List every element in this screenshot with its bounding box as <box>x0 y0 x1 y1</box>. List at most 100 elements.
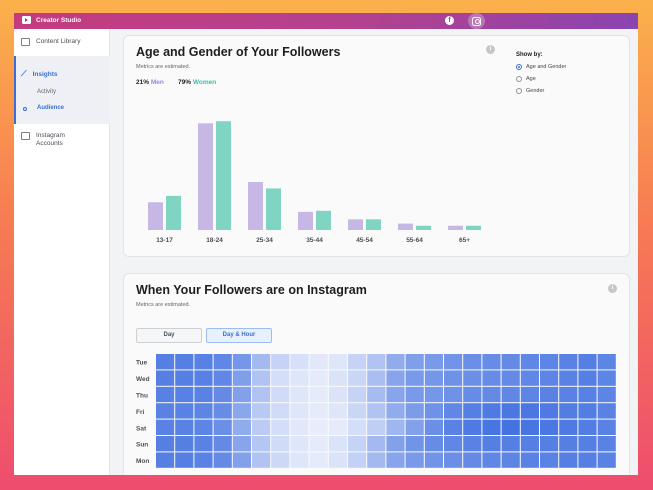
heatmap-cell[interactable] <box>175 403 194 419</box>
brand[interactable]: Creator Studio <box>22 16 81 24</box>
heatmap-cell[interactable] <box>405 419 424 435</box>
heatmap-cell[interactable] <box>520 419 539 435</box>
heatmap-cell[interactable] <box>444 452 463 468</box>
bar-women-25-34[interactable] <box>266 188 281 230</box>
heatmap-cell[interactable] <box>482 386 501 403</box>
heatmap-cell[interactable] <box>559 452 578 468</box>
heatmap-cell[interactable] <box>252 419 271 435</box>
heatmap-cell[interactable] <box>194 419 213 435</box>
heatmap-cell[interactable] <box>444 386 463 403</box>
heatmap-cell[interactable] <box>444 370 463 386</box>
heatmap-cell[interactable] <box>540 403 559 419</box>
heatmap-cell[interactable] <box>482 419 501 435</box>
heatmap-cell[interactable] <box>328 419 347 435</box>
heatmap-cell[interactable] <box>501 419 520 435</box>
heatmap-cell[interactable] <box>444 436 463 452</box>
heatmap-cell[interactable] <box>444 354 463 370</box>
heatmap-cell[interactable] <box>290 386 309 403</box>
bar-women-35-44[interactable] <box>316 210 331 230</box>
bar-men-45-54[interactable] <box>348 219 363 230</box>
heatmap-cell[interactable] <box>232 354 251 370</box>
heatmap-cell[interactable] <box>328 403 347 419</box>
heatmap-cell[interactable] <box>597 354 616 370</box>
heatmap-cell[interactable] <box>463 419 482 435</box>
heatmap-cell[interactable] <box>559 370 578 386</box>
heatmap-cell[interactable] <box>252 386 271 403</box>
heatmap-cell[interactable] <box>175 370 194 386</box>
heatmap-cell[interactable] <box>309 354 328 370</box>
heatmap-cell[interactable] <box>463 436 482 452</box>
heatmap-cell[interactable] <box>597 452 616 468</box>
bar-men-18-24[interactable] <box>198 123 213 230</box>
heatmap-cell[interactable] <box>156 436 175 452</box>
heatmap-cell[interactable] <box>175 386 194 403</box>
heatmap-cell[interactable] <box>213 386 232 403</box>
heatmap-cell[interactable] <box>597 386 616 403</box>
heatmap-cell[interactable] <box>367 354 386 370</box>
heatmap-cell[interactable] <box>252 370 271 386</box>
heatmap-cell[interactable] <box>213 403 232 419</box>
heatmap-cell[interactable] <box>597 419 616 435</box>
heatmap-cell[interactable] <box>348 354 367 370</box>
heatmap-cell[interactable] <box>309 419 328 435</box>
heatmap-cell[interactable] <box>559 403 578 419</box>
heatmap-cell[interactable] <box>501 436 520 452</box>
heatmap-cell[interactable] <box>578 386 597 403</box>
day-hour-button[interactable]: Day & Hour <box>206 328 272 343</box>
heatmap-cell[interactable] <box>348 386 367 403</box>
heatmap-cell[interactable] <box>252 436 271 452</box>
heatmap-cell[interactable] <box>252 354 271 370</box>
heatmap-cell[interactable] <box>482 354 501 370</box>
bar-men-13-17[interactable] <box>148 202 163 230</box>
heatmap-cell[interactable] <box>520 354 539 370</box>
heatmap-cell[interactable] <box>424 386 443 403</box>
heatmap-cell[interactable] <box>405 354 424 370</box>
heatmap-cell[interactable] <box>348 370 367 386</box>
heatmap-cell[interactable] <box>271 354 290 370</box>
heatmap-cell[interactable] <box>194 370 213 386</box>
heatmap-cell[interactable] <box>232 452 251 468</box>
heatmap-cell[interactable] <box>405 386 424 403</box>
heatmap-cell[interactable] <box>290 419 309 435</box>
bar-women-18-24[interactable] <box>216 121 231 230</box>
heatmap-cell[interactable] <box>540 436 559 452</box>
heatmap-cell[interactable] <box>348 452 367 468</box>
bar-women-13-17[interactable] <box>166 195 181 230</box>
heatmap-cell[interactable] <box>232 403 251 419</box>
heatmap-cell[interactable] <box>271 452 290 468</box>
heatmap-cell[interactable] <box>444 419 463 435</box>
heatmap-cell[interactable] <box>501 403 520 419</box>
heatmap-cell[interactable] <box>309 403 328 419</box>
sidebar-item-audience[interactable]: Audience <box>37 105 65 111</box>
heatmap-cell[interactable] <box>597 436 616 452</box>
heatmap-cell[interactable] <box>424 370 443 386</box>
heatmap-cell[interactable] <box>348 436 367 452</box>
heatmap-cell[interactable] <box>309 436 328 452</box>
heatmap-cell[interactable] <box>328 370 347 386</box>
heatmap-cell[interactable] <box>578 354 597 370</box>
heatmap-cell[interactable] <box>501 370 520 386</box>
heatmap-cell[interactable] <box>232 436 251 452</box>
heatmap-cell[interactable] <box>559 419 578 435</box>
heatmap-cell[interactable] <box>309 386 328 403</box>
heatmap-cell[interactable] <box>367 370 386 386</box>
instagram-tab[interactable] <box>468 13 485 29</box>
heatmap-cell[interactable] <box>424 354 443 370</box>
bar-men-65+[interactable] <box>448 225 463 230</box>
heatmap-cell[interactable] <box>328 436 347 452</box>
heatmap-cell[interactable] <box>386 370 405 386</box>
heatmap-cell[interactable] <box>463 452 482 468</box>
heatmap-cell[interactable] <box>386 354 405 370</box>
heatmap-cell[interactable] <box>520 370 539 386</box>
heatmap-cell[interactable] <box>194 403 213 419</box>
heatmap-cell[interactable] <box>444 403 463 419</box>
heatmap-cell[interactable] <box>194 452 213 468</box>
heatmap-cell[interactable] <box>386 403 405 419</box>
heatmap-cell[interactable] <box>578 452 597 468</box>
heatmap-cell[interactable] <box>540 452 559 468</box>
heatmap-cell[interactable] <box>386 436 405 452</box>
heatmap-cell[interactable] <box>367 436 386 452</box>
radio-age[interactable]: Age <box>516 76 566 82</box>
heatmap-cell[interactable] <box>559 386 578 403</box>
heatmap-cell[interactable] <box>463 403 482 419</box>
